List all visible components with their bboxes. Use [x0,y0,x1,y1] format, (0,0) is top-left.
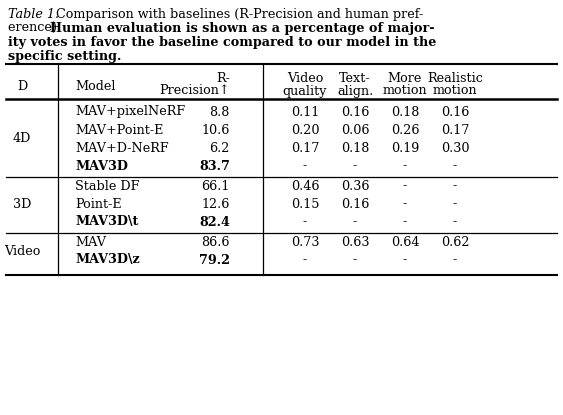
Text: R-: R- [216,71,230,85]
Text: 0.46: 0.46 [291,180,319,193]
Text: 0.18: 0.18 [341,142,369,154]
Text: -: - [453,198,457,210]
Text: -: - [303,215,307,229]
Text: motion: motion [433,85,477,98]
Text: MAV: MAV [75,235,106,249]
Text: 0.15: 0.15 [291,198,319,210]
Text: 0.26: 0.26 [391,124,419,137]
Text: 6.2: 6.2 [209,142,230,154]
Text: 12.6: 12.6 [202,198,230,210]
Text: -: - [353,254,357,266]
Text: Video: Video [4,244,40,257]
Text: MAV+D-NeRF: MAV+D-NeRF [75,142,169,154]
Text: MAV3D\t: MAV3D\t [75,215,138,229]
Text: 0.64: 0.64 [391,235,419,249]
Text: 0.62: 0.62 [441,235,469,249]
Text: D: D [17,80,27,93]
Text: 0.63: 0.63 [341,235,369,249]
Text: specific setting.: specific setting. [8,50,122,63]
Text: Table 1.: Table 1. [8,8,59,21]
Text: 0.17: 0.17 [441,124,469,137]
Text: 3D: 3D [13,198,31,210]
Text: -: - [453,254,457,266]
Text: 0.73: 0.73 [291,235,319,249]
Text: 0.06: 0.06 [341,124,369,137]
Text: 66.1: 66.1 [202,180,230,193]
Text: -: - [403,198,407,210]
Text: 0.20: 0.20 [291,124,319,137]
Text: 82.4: 82.4 [199,215,230,229]
Text: 0.36: 0.36 [341,180,369,193]
Text: 79.2: 79.2 [199,254,230,266]
Text: 0.19: 0.19 [391,142,419,154]
Text: 0.18: 0.18 [391,105,419,119]
Text: align.: align. [337,85,373,98]
Text: 4D: 4D [13,132,31,146]
Text: 0.30: 0.30 [441,142,469,154]
Text: Stable DF: Stable DF [75,180,140,193]
Text: Precision↑: Precision↑ [159,85,230,98]
Text: -: - [403,180,407,193]
Text: erence).: erence). [8,22,65,35]
Text: 0.16: 0.16 [341,105,369,119]
Text: MAV+Point-E: MAV+Point-E [75,124,163,137]
Text: Human evaluation is shown as a percentage of major-: Human evaluation is shown as a percentag… [50,22,435,35]
Text: Video: Video [287,71,323,85]
Text: -: - [303,254,307,266]
Text: Comparison with baselines (R-Precision and human pref-: Comparison with baselines (R-Precision a… [56,8,423,21]
Text: -: - [403,215,407,229]
Text: MAV3D: MAV3D [75,159,128,173]
Text: -: - [403,159,407,173]
Text: 0.17: 0.17 [291,142,319,154]
Text: 86.6: 86.6 [202,235,230,249]
Text: Realistic: Realistic [427,71,483,85]
Text: More: More [388,71,422,85]
Text: -: - [453,159,457,173]
Text: Text-: Text- [339,71,371,85]
Text: ity votes in favor the baseline compared to our model in the: ity votes in favor the baseline compared… [8,36,436,49]
Text: -: - [353,215,357,229]
Text: 0.11: 0.11 [291,105,319,119]
Text: 0.16: 0.16 [441,105,469,119]
Text: motion: motion [383,85,427,98]
Text: -: - [353,159,357,173]
Text: -: - [403,254,407,266]
Text: MAV+pixelNeRF: MAV+pixelNeRF [75,105,185,119]
Text: quality: quality [283,85,327,98]
Text: Model: Model [75,80,115,93]
Text: 0.16: 0.16 [341,198,369,210]
Text: 8.8: 8.8 [209,105,230,119]
Text: 83.7: 83.7 [199,159,230,173]
Text: -: - [453,215,457,229]
Text: MAV3D\z: MAV3D\z [75,254,140,266]
Text: Point-E: Point-E [75,198,122,210]
Text: -: - [453,180,457,193]
Text: 10.6: 10.6 [202,124,230,137]
Text: -: - [303,159,307,173]
